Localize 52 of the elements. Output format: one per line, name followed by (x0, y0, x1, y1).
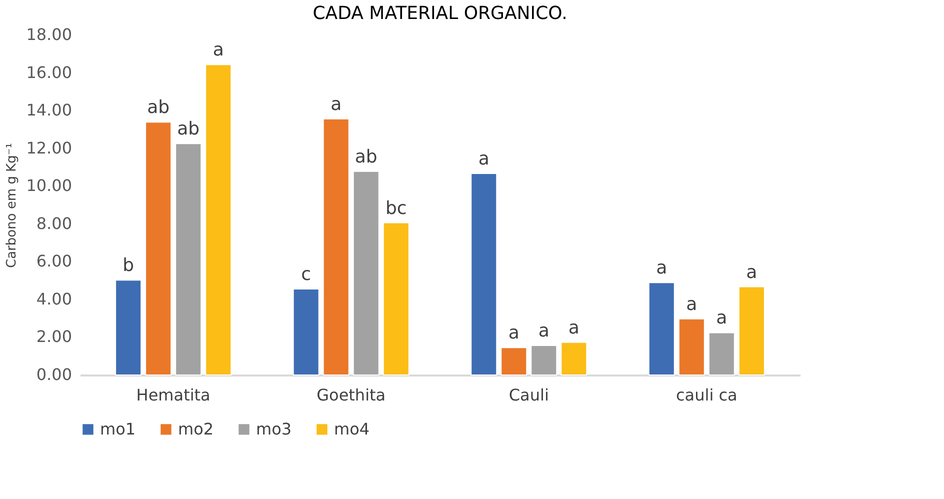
bar (292, 288, 320, 376)
y-axis-title: Carbono em g Kg⁻¹ (4, 143, 20, 268)
y-tick-label: 0.00 (36, 365, 72, 384)
bar (145, 122, 172, 376)
data-label: a (330, 94, 342, 115)
data-label: ab (177, 118, 200, 140)
bar (708, 332, 735, 376)
data-label: c (301, 264, 312, 286)
data-label: a (746, 262, 758, 283)
y-tick-label: 10.00 (26, 176, 72, 196)
bar (382, 222, 410, 376)
y-tick-label: 2.00 (36, 327, 72, 346)
data-label: a (478, 148, 490, 170)
bar (560, 342, 588, 376)
x-tick-label: Cauli (508, 386, 549, 404)
y-tick-label: 6.00 (36, 252, 72, 271)
y-tick-label: 18.00 (26, 25, 72, 44)
y-tick-label: 8.00 (36, 214, 72, 233)
data-label: b (122, 255, 134, 276)
data-label: ab (354, 146, 378, 168)
data-label: a (716, 308, 728, 329)
bar (322, 118, 350, 376)
data-label: a (538, 320, 550, 342)
bar (648, 282, 675, 376)
data-label: bc (385, 198, 407, 219)
bar (738, 286, 765, 376)
data-label: a (568, 317, 580, 338)
y-tick-label: 16.00 (26, 62, 72, 82)
bar (470, 172, 498, 376)
data-label: a (656, 258, 668, 279)
bar (352, 170, 380, 376)
y-tick-label: 14.00 (26, 100, 72, 120)
x-tick-label: cauli ca (676, 386, 738, 404)
x-tick-label: Goethita (316, 386, 386, 404)
bar (115, 280, 142, 376)
bar (678, 318, 705, 376)
bar (175, 143, 202, 376)
data-label: ab (147, 97, 170, 118)
data-label: a (212, 40, 224, 61)
bar (500, 347, 528, 376)
legend-label: mo3 (256, 419, 292, 438)
data-label: a (686, 294, 698, 315)
legend-label: mo1 (100, 419, 136, 438)
y-tick-label: 4.00 (36, 289, 72, 308)
y-tick-label: 12.00 (26, 138, 72, 158)
x-tick-label: Hematita (136, 386, 210, 404)
bar (205, 64, 232, 376)
legend-label: mo2 (178, 419, 214, 438)
bar (530, 345, 558, 376)
data-label: a (508, 322, 520, 344)
chart-title: CADA MATERIAL ORGANICO. (312, 3, 568, 24)
legend-label: mo4 (334, 419, 370, 438)
